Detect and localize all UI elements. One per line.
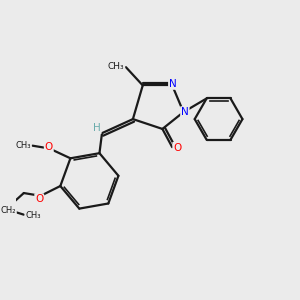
Text: CH₃: CH₃ — [108, 62, 124, 71]
Text: N: N — [181, 107, 189, 117]
Text: N: N — [169, 79, 177, 89]
Text: O: O — [35, 194, 44, 204]
Text: CH₂: CH₂ — [1, 206, 16, 215]
Text: O: O — [173, 143, 182, 153]
Text: CH₃: CH₃ — [25, 211, 41, 220]
Text: CH₃: CH₃ — [16, 141, 31, 150]
Text: H: H — [93, 123, 101, 133]
Text: O: O — [45, 142, 53, 152]
